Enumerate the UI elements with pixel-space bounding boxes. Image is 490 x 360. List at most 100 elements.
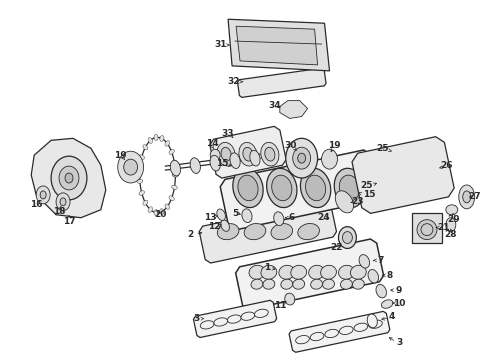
Ellipse shape <box>300 168 331 208</box>
Text: 27: 27 <box>468 192 481 201</box>
Ellipse shape <box>417 220 437 239</box>
Ellipse shape <box>265 147 275 161</box>
Ellipse shape <box>148 207 152 212</box>
Ellipse shape <box>354 323 368 332</box>
Text: 3: 3 <box>396 338 402 347</box>
Ellipse shape <box>214 318 227 326</box>
Ellipse shape <box>421 224 433 235</box>
Text: 28: 28 <box>444 230 457 239</box>
Ellipse shape <box>243 147 253 161</box>
Text: 25: 25 <box>360 181 372 190</box>
Ellipse shape <box>217 143 235 166</box>
Ellipse shape <box>446 205 458 215</box>
Text: 21: 21 <box>438 223 450 232</box>
Ellipse shape <box>271 224 293 240</box>
Text: 20: 20 <box>154 210 167 219</box>
Ellipse shape <box>210 149 220 161</box>
Ellipse shape <box>160 136 164 141</box>
Text: 33: 33 <box>222 129 234 138</box>
Ellipse shape <box>334 168 365 208</box>
Ellipse shape <box>241 312 255 320</box>
Ellipse shape <box>291 265 307 279</box>
Ellipse shape <box>325 329 339 338</box>
Ellipse shape <box>285 293 295 305</box>
Ellipse shape <box>271 175 292 201</box>
Ellipse shape <box>139 191 145 195</box>
Ellipse shape <box>267 168 297 208</box>
Ellipse shape <box>254 309 268 318</box>
Ellipse shape <box>376 284 387 298</box>
Ellipse shape <box>446 218 456 231</box>
Text: 26: 26 <box>441 161 453 170</box>
Ellipse shape <box>340 326 353 334</box>
Ellipse shape <box>341 279 352 289</box>
Ellipse shape <box>320 265 337 279</box>
Text: 24: 24 <box>317 213 330 222</box>
Ellipse shape <box>298 153 306 163</box>
Ellipse shape <box>165 204 170 209</box>
Ellipse shape <box>293 147 311 169</box>
Ellipse shape <box>339 227 356 248</box>
Text: 18: 18 <box>53 207 65 216</box>
Ellipse shape <box>154 210 158 216</box>
Ellipse shape <box>143 200 148 205</box>
Text: 30: 30 <box>285 141 297 150</box>
Ellipse shape <box>217 209 225 220</box>
Ellipse shape <box>261 143 279 166</box>
Ellipse shape <box>350 265 366 279</box>
Text: 11: 11 <box>273 301 286 310</box>
Polygon shape <box>228 19 329 71</box>
Ellipse shape <box>298 224 319 240</box>
Ellipse shape <box>221 220 229 231</box>
Text: 4: 4 <box>389 312 395 321</box>
Ellipse shape <box>311 279 322 289</box>
Text: 3: 3 <box>193 314 199 323</box>
Text: 8: 8 <box>386 271 392 280</box>
Ellipse shape <box>359 255 369 268</box>
Ellipse shape <box>172 161 177 165</box>
Ellipse shape <box>305 175 326 201</box>
Text: 34: 34 <box>269 101 281 110</box>
Ellipse shape <box>51 156 87 200</box>
Ellipse shape <box>309 265 324 279</box>
Polygon shape <box>199 200 337 263</box>
Ellipse shape <box>154 135 158 140</box>
Ellipse shape <box>169 149 174 154</box>
Text: 31: 31 <box>214 40 226 49</box>
Ellipse shape <box>352 279 364 289</box>
Text: 10: 10 <box>393 298 405 307</box>
Ellipse shape <box>339 265 354 279</box>
Text: 6: 6 <box>289 213 295 222</box>
Text: 19: 19 <box>328 141 341 150</box>
Ellipse shape <box>165 141 170 146</box>
Ellipse shape <box>227 315 241 323</box>
Ellipse shape <box>463 191 471 203</box>
Text: 15: 15 <box>363 190 375 199</box>
Ellipse shape <box>281 279 293 289</box>
Text: 17: 17 <box>63 217 75 226</box>
Ellipse shape <box>233 168 263 208</box>
Ellipse shape <box>137 179 143 183</box>
Text: 29: 29 <box>447 215 460 224</box>
Ellipse shape <box>65 173 73 183</box>
Text: 7: 7 <box>377 256 383 265</box>
Ellipse shape <box>368 320 382 328</box>
Text: 12: 12 <box>208 222 220 231</box>
Text: 5: 5 <box>232 209 238 218</box>
Polygon shape <box>31 138 106 218</box>
Ellipse shape <box>238 175 258 201</box>
Ellipse shape <box>381 300 393 308</box>
Text: 15: 15 <box>216 159 228 168</box>
Ellipse shape <box>123 159 138 175</box>
Ellipse shape <box>367 314 377 328</box>
Ellipse shape <box>263 279 275 289</box>
Ellipse shape <box>172 173 178 177</box>
Text: 25: 25 <box>376 144 389 153</box>
Ellipse shape <box>172 173 178 177</box>
Ellipse shape <box>40 191 46 199</box>
Ellipse shape <box>368 270 378 283</box>
Ellipse shape <box>210 155 221 171</box>
Text: 32: 32 <box>228 77 240 86</box>
Ellipse shape <box>339 175 360 201</box>
Ellipse shape <box>137 167 143 171</box>
